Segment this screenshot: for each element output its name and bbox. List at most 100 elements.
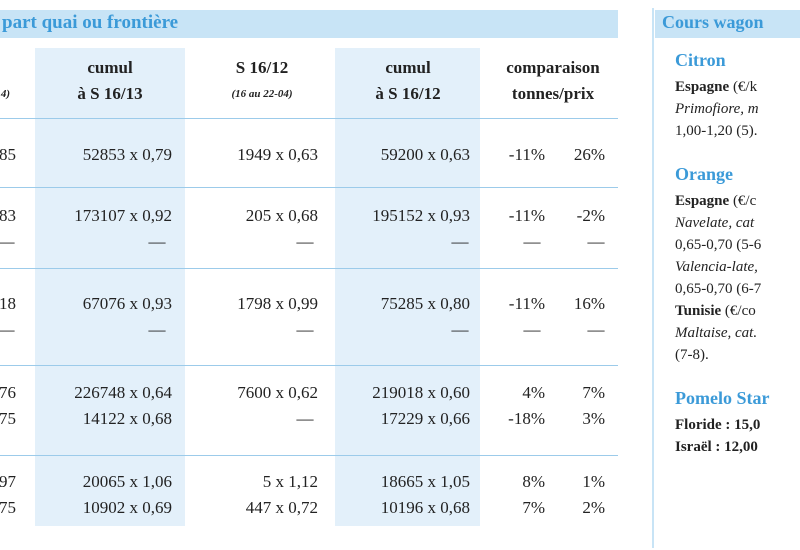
- header-title: part quai ou frontière: [2, 12, 179, 33]
- table-cell: 205 x 0,68: [245, 206, 318, 225]
- table-cell: —: [451, 320, 469, 339]
- text-segment: Israël : 12,00: [675, 439, 758, 455]
- table-cell: 20065 x 1,06: [82, 472, 172, 491]
- table-cell: —: [587, 320, 605, 339]
- text-segment: (€/k: [729, 79, 758, 95]
- side-panel: [652, 8, 800, 548]
- row-divider: [0, 118, 618, 119]
- table-cell: 447 x 0,72: [245, 498, 318, 517]
- column-header: comparaison: [506, 58, 600, 77]
- text-segment: Floride : 15,0: [675, 417, 761, 433]
- table-cell: 1949 x 0,63: [237, 145, 318, 164]
- section-line: Tunisie (€/co: [675, 300, 756, 322]
- text-segment: 1,00-1,20 (5).: [675, 123, 758, 139]
- table-cell: 7%: [582, 383, 605, 402]
- section-line: Primofiore, m: [675, 98, 759, 120]
- table-cell: —: [587, 232, 605, 251]
- table-cell: 10196 x 0,68: [380, 498, 470, 517]
- column-header: S 16/12: [235, 58, 289, 77]
- table-cell: 75: [0, 498, 16, 517]
- section-line: 1,00-1,20 (5).: [675, 120, 758, 142]
- table-cell: 5 x 1,12: [262, 472, 318, 491]
- table-cell: 59200 x 0,63: [380, 145, 470, 164]
- text-segment: Espagne: [675, 193, 730, 209]
- text-segment: Espagne: [675, 79, 730, 95]
- side-title: Cours wagon: [662, 12, 764, 32]
- header-bar: [0, 10, 618, 38]
- table-cell: —: [0, 232, 66, 252]
- table-cell: 75285 x 0,80: [380, 294, 470, 313]
- table-cell: 17229 x 0,66: [380, 409, 470, 428]
- table-cell: 76: [0, 383, 16, 402]
- table-cell: —: [296, 320, 314, 339]
- text-segment: Maltaise, cat.: [675, 325, 758, 341]
- shade-col: [335, 48, 480, 526]
- table-cell: -18%: [508, 409, 545, 428]
- section-heading: Pomelo Star: [675, 388, 770, 408]
- column-header: cumul: [87, 58, 133, 77]
- text-segment: Navelate, cat: [675, 215, 755, 231]
- row-divider: [0, 365, 618, 366]
- table-cell: 8%: [522, 472, 545, 491]
- table-cell: —: [296, 232, 314, 251]
- section-line: Israël : 12,00: [675, 436, 758, 458]
- table-cell: -11%: [508, 145, 545, 164]
- table-cell: 18665 x 1,05: [380, 472, 470, 491]
- table-cell: —: [0, 320, 66, 340]
- table-cell: 226748 x 0,64: [74, 383, 172, 402]
- column-header: à S 16/12: [375, 84, 441, 103]
- table-cell: 1%: [582, 472, 605, 491]
- text-segment: Primofiore, m: [675, 101, 759, 117]
- row-divider: [0, 268, 618, 269]
- row-divider: [0, 455, 618, 456]
- table-cell: 173107 x 0,92: [74, 206, 172, 225]
- table-cell: 67076 x 0,93: [82, 294, 172, 313]
- text-segment: Valencia-late,: [675, 259, 758, 275]
- table-cell: 14122 x 0,68: [82, 409, 172, 428]
- column-header: 4): [0, 88, 10, 100]
- section-line: Espagne (€/k: [675, 76, 757, 98]
- row-divider: [0, 187, 618, 188]
- section-heading: Citron: [675, 50, 726, 70]
- section-heading: Orange: [675, 164, 733, 184]
- table-cell: 7%: [522, 498, 545, 517]
- table-cell: 26%: [573, 145, 605, 164]
- table-cell: —: [523, 232, 541, 251]
- section-line: (7-8).: [675, 344, 709, 366]
- table-cell: 75: [0, 409, 16, 428]
- table-cell: —: [451, 232, 469, 251]
- table-cell: -11%: [508, 294, 545, 313]
- table-cell: —: [148, 320, 166, 339]
- section-line: Navelate, cat: [675, 212, 754, 234]
- table-cell: 3%: [582, 409, 605, 428]
- text-segment: (€/c: [729, 193, 757, 209]
- table-cell: —: [296, 409, 314, 428]
- text-segment: 0,65-0,70 (5-6: [675, 237, 762, 253]
- table-cell: 1798 x 0,99: [237, 294, 318, 313]
- table-cell: 2%: [582, 498, 605, 517]
- table-cell: 219018 x 0,60: [372, 383, 470, 402]
- text-segment: (7-8).: [675, 347, 709, 363]
- table-cell: 4%: [522, 383, 545, 402]
- shade-col: [35, 48, 185, 526]
- text-segment: 0,65-0,70 (6-7: [675, 281, 762, 297]
- table-cell: -11%: [508, 206, 545, 225]
- table-cell: 10902 x 0,69: [82, 498, 172, 517]
- column-header: cumul: [385, 58, 431, 77]
- table-cell: —: [148, 232, 166, 251]
- column-header: tonnes/prix: [511, 84, 595, 103]
- column-header: à S 16/13: [77, 84, 143, 103]
- section-line: Floride : 15,0: [675, 414, 760, 436]
- table-cell: -2%: [576, 206, 605, 225]
- section-line: Valencia-late,: [675, 256, 758, 278]
- table-cell: 52853 x 0,79: [82, 145, 172, 164]
- table-cell: 83: [0, 206, 16, 225]
- table-cell: 85: [0, 145, 16, 164]
- section-line: 0,65-0,70 (5-6: [675, 234, 761, 256]
- table-cell: 18: [0, 294, 16, 313]
- text-segment: (€/co: [721, 303, 756, 319]
- table-cell: 7600 x 0,62: [237, 383, 318, 402]
- table-cell: 16%: [573, 294, 605, 313]
- column-header: (16 au 22-04): [231, 88, 293, 100]
